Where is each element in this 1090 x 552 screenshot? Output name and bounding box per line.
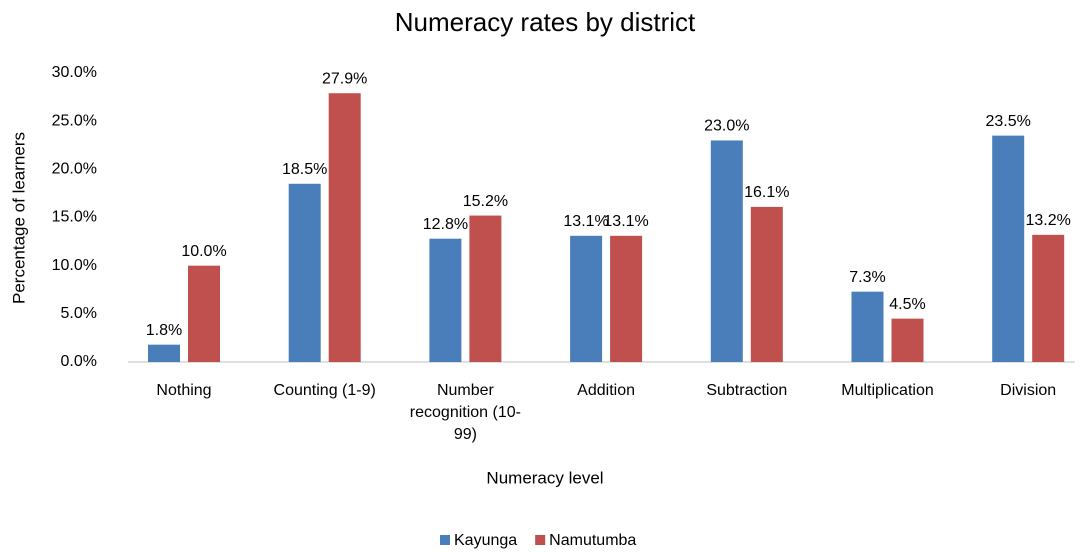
data-label: 12.8% bbox=[423, 216, 468, 233]
bar bbox=[610, 235, 643, 362]
data-label: 23.0% bbox=[704, 118, 749, 135]
y-tick-label: 25.0% bbox=[52, 112, 97, 129]
data-label: 23.5% bbox=[986, 113, 1031, 130]
legend-swatch bbox=[535, 535, 546, 545]
y-axis-label: Percentage of learners bbox=[9, 132, 28, 304]
data-label: 15.2% bbox=[463, 193, 508, 210]
y-tick-label: 30.0% bbox=[52, 64, 97, 81]
legend-label: Kayunga bbox=[454, 532, 517, 549]
x-tick-label: Nothing bbox=[156, 382, 212, 399]
data-label: 1.8% bbox=[146, 322, 182, 339]
bar bbox=[148, 344, 180, 362]
bar bbox=[992, 135, 1025, 362]
x-tick-label: Multiplication bbox=[841, 382, 934, 399]
data-label: 18.5% bbox=[282, 161, 327, 178]
bar bbox=[710, 140, 743, 362]
bar bbox=[1032, 234, 1065, 362]
y-tick-label: 0.0% bbox=[61, 353, 97, 370]
x-axis-label: Numeracy level bbox=[486, 468, 603, 487]
y-tick-label: 5.0% bbox=[61, 305, 97, 322]
bar bbox=[570, 235, 603, 362]
chart-title: Numeracy rates by district bbox=[395, 7, 696, 37]
x-tick-label: Subtraction bbox=[706, 382, 788, 399]
bar bbox=[288, 183, 321, 362]
x-tick-label: Addition bbox=[577, 382, 635, 399]
y-tick-label: 15.0% bbox=[52, 209, 97, 226]
data-label: 7.3% bbox=[849, 269, 885, 286]
y-tick-label: 20.0% bbox=[52, 161, 97, 178]
bar bbox=[429, 238, 462, 362]
data-label: 13.2% bbox=[1026, 212, 1071, 229]
x-tick-label: Number recognition (10-99) bbox=[409, 382, 521, 443]
y-tick-label: 10.0% bbox=[52, 257, 97, 274]
data-label: 13.1% bbox=[563, 213, 608, 230]
bar bbox=[328, 93, 361, 362]
x-tick-label: Division bbox=[1000, 382, 1057, 399]
legend-swatch bbox=[440, 535, 450, 545]
data-label: 16.1% bbox=[744, 184, 789, 201]
bar bbox=[891, 318, 924, 362]
data-label: 27.9% bbox=[322, 70, 367, 87]
data-label: 10.0% bbox=[181, 243, 226, 260]
bar bbox=[188, 265, 220, 362]
x-tick-label: Counting (1-9) bbox=[273, 382, 376, 399]
data-label: 4.5% bbox=[889, 296, 925, 313]
bar bbox=[469, 215, 502, 362]
bar bbox=[851, 291, 884, 362]
data-label: 13.1% bbox=[603, 213, 648, 230]
legend-label: Namutumba bbox=[549, 532, 636, 549]
bar bbox=[750, 206, 783, 362]
